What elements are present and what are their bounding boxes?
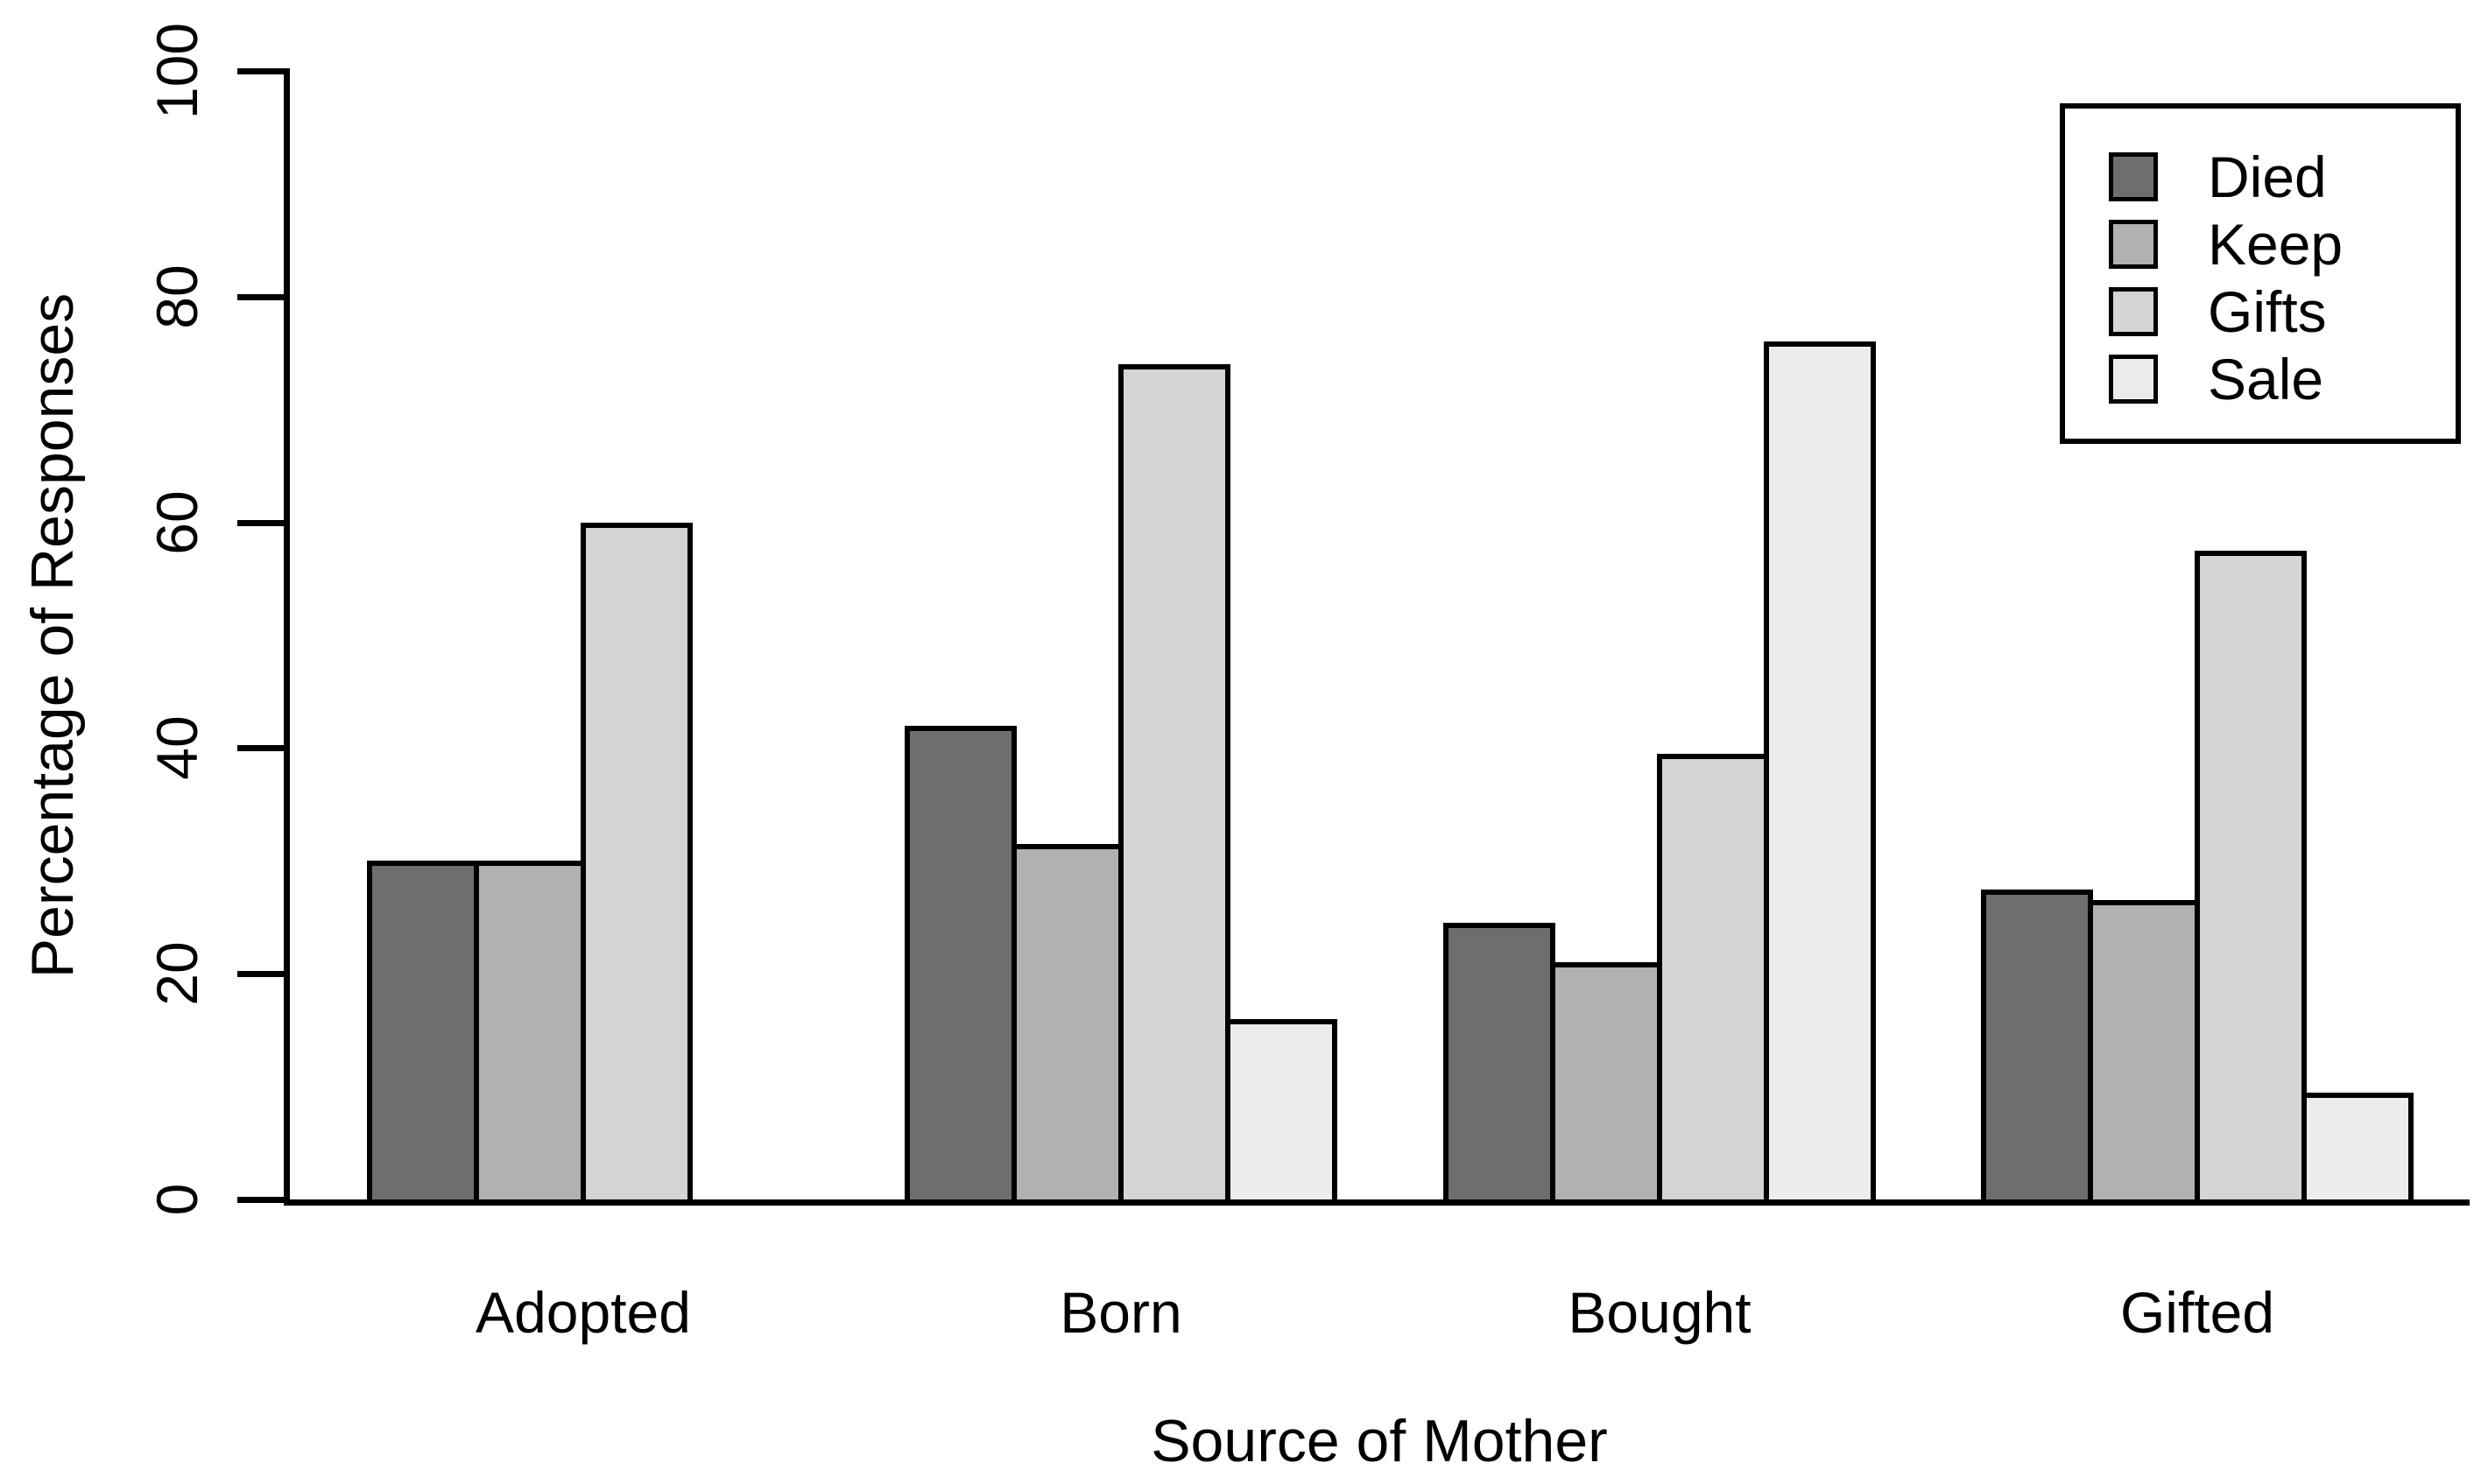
x-category-label-born: Born xyxy=(1060,1280,1182,1345)
y-tick-mark xyxy=(237,520,284,526)
bar-born-keep xyxy=(1011,844,1124,1205)
legend-swatch-keep xyxy=(2109,220,2158,269)
x-category-label-adopted: Adopted xyxy=(476,1280,691,1345)
y-tick-mark xyxy=(237,68,284,74)
y-tick-label: 60 xyxy=(144,490,209,555)
legend-label-keep: Keep xyxy=(2208,212,2344,277)
x-category-label-bought: Bought xyxy=(1568,1280,1752,1345)
x-category-label-gifted: Gifted xyxy=(2119,1280,2275,1345)
bar-bought-gifts xyxy=(1657,754,1769,1205)
legend-label-sale: Sale xyxy=(2208,347,2324,411)
y-tick-mark xyxy=(237,294,284,300)
bar-bought-died xyxy=(1443,923,1555,1205)
bar-bought-sale xyxy=(1764,341,1876,1205)
bar-gifted-keep xyxy=(2088,900,2200,1205)
bar-born-sale xyxy=(1225,1019,1337,1205)
legend-swatch-died xyxy=(2109,152,2158,201)
x-axis-line xyxy=(284,1199,2470,1206)
y-tick-label: 40 xyxy=(144,715,209,780)
y-axis-title: Percentage of Responses xyxy=(19,292,86,979)
bar-bought-keep xyxy=(1550,962,1662,1205)
bar-adopted-keep xyxy=(474,861,586,1205)
y-tick-label: 20 xyxy=(144,941,209,1006)
y-axis-line xyxy=(284,68,290,1203)
y-tick-mark xyxy=(237,745,284,751)
y-tick-label: 0 xyxy=(144,1183,209,1216)
bar-gifted-sale xyxy=(2301,1093,2414,1205)
legend-swatch-gifts xyxy=(2109,287,2158,336)
legend-swatch-sale xyxy=(2109,355,2158,404)
bar-gifted-gifts xyxy=(2195,551,2307,1205)
y-tick-mark xyxy=(237,1197,284,1203)
bar-adopted-died xyxy=(367,861,479,1205)
bar-born-gifts xyxy=(1118,364,1230,1205)
x-axis-title: Source of Mother xyxy=(1151,1408,1608,1474)
y-tick-label: 100 xyxy=(144,22,209,120)
legend-label-gifts: Gifts xyxy=(2208,279,2327,344)
legend: Died Keep Gifts Sale xyxy=(2060,103,2461,444)
bar-gifted-died xyxy=(1981,890,2093,1205)
bar-born-died xyxy=(905,726,1017,1205)
y-tick-label: 80 xyxy=(144,264,209,329)
bar-adopted-gifts xyxy=(581,523,693,1205)
legend-label-died: Died xyxy=(2208,144,2327,209)
y-tick-mark xyxy=(237,971,284,977)
